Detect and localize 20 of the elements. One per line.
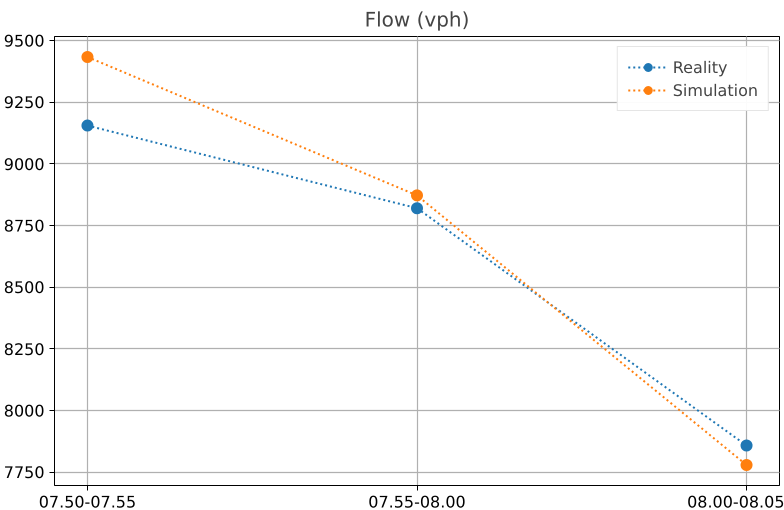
- point: [411, 202, 423, 214]
- point: [411, 189, 423, 202]
- chart-title: Flow (vph): [364, 8, 470, 32]
- y-tick-label: 9500: [4, 31, 44, 50]
- y-tick-label: 8250: [4, 340, 44, 359]
- point: [740, 459, 753, 472]
- y-tick-label: 7750: [4, 463, 44, 482]
- legend-label: Simulation: [672, 80, 758, 100]
- y-tick-label: 8000: [4, 402, 44, 420]
- point: [81, 50, 94, 63]
- y-tick-label: 9000: [4, 154, 44, 174]
- point: [81, 120, 94, 132]
- x-tick-label: 07.50-07.55: [38, 492, 136, 510]
- y-tick-label: 8750: [4, 216, 44, 236]
- legend-label: Reality: [672, 58, 728, 76]
- y-tick-label: 8500: [4, 278, 44, 298]
- y-tick-label: 9250: [4, 93, 44, 112]
- x-tick-label: 08.00-08.05: [687, 492, 784, 510]
- point: [740, 440, 753, 452]
- x-tick-label: 07.55-08.00: [368, 492, 466, 510]
